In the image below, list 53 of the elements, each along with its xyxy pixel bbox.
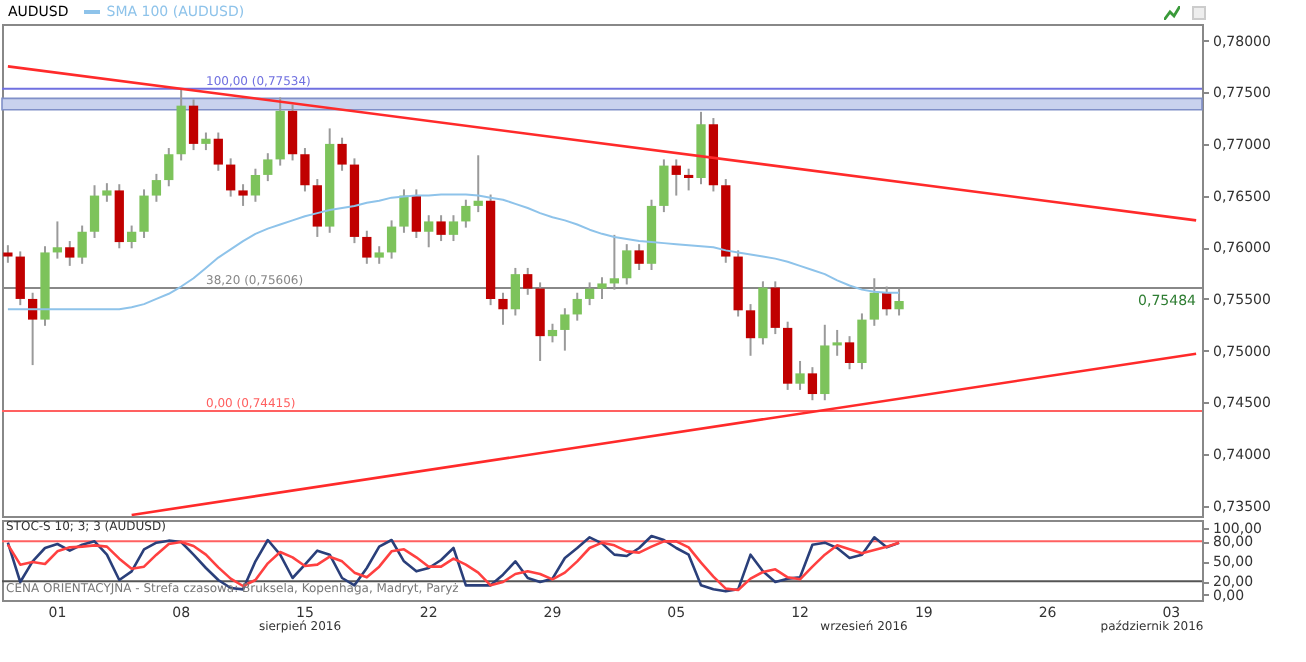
candlestick	[164, 147, 174, 188]
candlestick	[424, 214, 434, 249]
candlestick	[671, 158, 681, 197]
candlestick	[362, 229, 372, 265]
candlestick	[399, 188, 409, 234]
candlestick	[832, 328, 842, 357]
candlestick	[795, 359, 805, 391]
candlestick	[436, 214, 446, 243]
candlestick	[745, 303, 756, 357]
candlestick	[238, 183, 248, 207]
candlestick	[127, 224, 137, 250]
candlestick	[213, 131, 223, 172]
candlestick	[139, 188, 149, 239]
candlestick	[584, 281, 595, 307]
candlestick	[523, 266, 533, 296]
candlestick	[250, 167, 261, 203]
candlestick	[411, 188, 421, 239]
candlestick	[473, 154, 483, 214]
candlestick	[807, 366, 818, 402]
candlestick	[535, 281, 545, 362]
candlestick	[300, 147, 310, 193]
candlestick	[659, 158, 669, 214]
candlestick	[869, 277, 879, 327]
candlestick	[77, 224, 87, 265]
candlestick	[597, 276, 607, 300]
candlestick	[312, 178, 322, 238]
candlestick	[337, 136, 347, 172]
candlestick	[547, 322, 558, 344]
candlestick	[844, 335, 855, 371]
candlestick	[89, 184, 100, 239]
candlestick	[609, 233, 620, 291]
candlestick	[461, 198, 471, 229]
candlestick	[770, 280, 780, 336]
candlestick	[188, 98, 199, 152]
candlestick	[448, 214, 459, 243]
candlestick	[52, 220, 63, 260]
candlestick	[15, 250, 25, 307]
candlestick	[510, 266, 520, 317]
candlestick	[386, 219, 397, 260]
candlestick	[498, 291, 508, 326]
candlestick	[65, 240, 75, 267]
candlestick	[634, 243, 644, 271]
candlestick	[857, 312, 867, 371]
candlestick	[226, 157, 236, 198]
candlestick	[151, 172, 162, 203]
candlestick	[102, 182, 112, 203]
candlestick	[560, 307, 570, 352]
candlestick	[684, 167, 694, 192]
candlestick	[894, 287, 904, 317]
candlestick	[572, 291, 582, 322]
candlestick	[622, 243, 632, 286]
candlestick	[263, 152, 273, 183]
candlestick	[287, 103, 298, 162]
